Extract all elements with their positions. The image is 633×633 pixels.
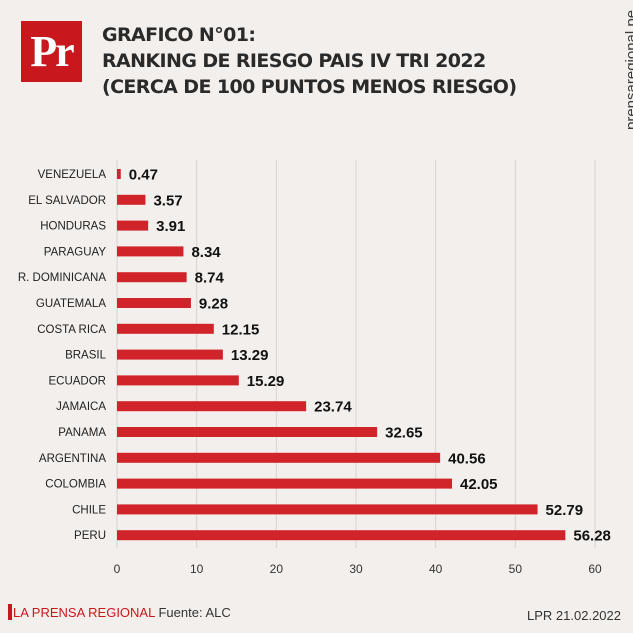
category-label: CHILE	[72, 504, 106, 516]
category-label: ECUADOR	[48, 375, 106, 387]
category-label: R. DOMINICANA	[18, 272, 107, 284]
bar	[117, 323, 214, 334]
bar	[117, 194, 146, 205]
bar	[117, 298, 191, 308]
category-label: COSTA RICA	[37, 324, 106, 336]
data-label: 13.29	[231, 347, 269, 364]
footer-source: LA PRENSA REGIONAL Fuente: ALC	[8, 604, 231, 620]
data-label: 52.79	[546, 502, 584, 519]
data-label: 32.65	[385, 425, 423, 442]
bar	[117, 427, 378, 437]
category-label: PARAGUAY	[44, 246, 107, 258]
x-tick-label: 0	[114, 562, 121, 576]
bar	[117, 452, 441, 463]
data-label: 42.05	[460, 476, 498, 493]
category-label: EL SALVADOR	[28, 195, 106, 207]
data-label: 15.29	[247, 373, 285, 390]
data-label: 23.74	[314, 399, 352, 416]
bar	[117, 478, 452, 489]
bar	[117, 169, 121, 179]
category-label: PANAMA	[58, 427, 106, 439]
x-tick-label: 60	[588, 562, 602, 576]
x-tick-label: 50	[509, 562, 523, 576]
x-tick-label: 30	[349, 562, 363, 576]
category-label: BRASIL	[65, 350, 107, 362]
data-label: 8.34	[191, 244, 221, 261]
chart-title: GRAFICO N°01: RANKING DE RIESGO PAIS IV …	[102, 22, 582, 100]
data-label: 9.28	[199, 296, 228, 313]
bar	[117, 272, 187, 283]
x-tick-label: 40	[429, 562, 443, 576]
category-label: VENEZUELA	[38, 169, 107, 181]
logo: Pr	[21, 21, 82, 82]
footer-date: LPR 21.02.2022	[527, 608, 621, 623]
x-tick-label: 10	[190, 562, 204, 576]
category-label: GUATEMALA	[36, 298, 106, 310]
category-label: HONDURAS	[40, 221, 106, 233]
x-tick-label: 20	[270, 562, 284, 576]
category-label: COLOMBIA	[45, 479, 106, 491]
data-label: 12.15	[222, 321, 260, 338]
bar	[117, 504, 538, 515]
data-label: 8.74	[195, 270, 225, 287]
bar	[117, 375, 239, 386]
data-label: 40.56	[448, 450, 486, 467]
footer-accent-bar	[8, 604, 12, 620]
footer-source-text: Fuente: ALC	[158, 605, 231, 620]
bar	[117, 246, 184, 257]
logo-text: Pr	[30, 27, 74, 76]
data-label: 56.28	[573, 528, 611, 545]
data-label: 3.57	[153, 192, 182, 209]
data-label: 0.47	[129, 167, 158, 184]
category-label: JAMAICA	[56, 401, 106, 413]
title-line-3: (CERCA DE 100 PUNTOS MENOS RIESGO)	[102, 76, 517, 98]
bar	[117, 530, 566, 541]
footer-brand: LA PRENSA REGIONAL	[13, 605, 155, 620]
title-line-1: GRAFICO N°01:	[102, 24, 256, 46]
bar	[117, 401, 307, 412]
category-label: ARGENTINA	[39, 453, 106, 465]
data-label: 3.91	[156, 218, 185, 235]
title-line-2: RANKING DE RIESGO PAIS IV TRI 2022	[102, 50, 486, 72]
bar	[117, 220, 149, 231]
bar	[117, 349, 223, 360]
category-label: PERU	[74, 530, 106, 542]
